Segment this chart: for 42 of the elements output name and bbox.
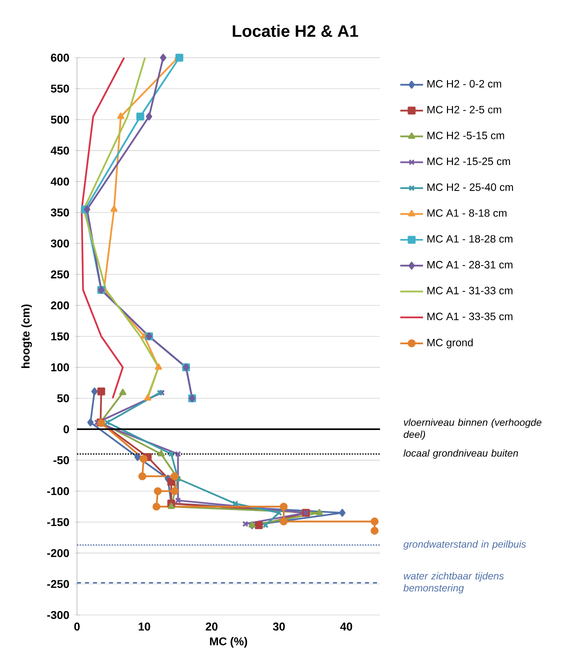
legend-label: MC H2 -5-15 cm — [427, 132, 504, 140]
y-tick-label: 0 — [64, 425, 69, 434]
x-axis-title: MC (%) — [210, 637, 248, 648]
y-tick-label: 150 — [51, 332, 69, 340]
y-tick-label: 250 — [50, 270, 69, 278]
y-tick-label: 350 — [50, 208, 69, 217]
y-tick-label: -100 — [47, 487, 69, 496]
ref-line-label: locaal grondniveau buiten — [404, 449, 518, 459]
x-tick-label: 30 — [272, 622, 285, 631]
legend-label: MC grond — [427, 338, 473, 348]
y-tick-label: 600 — [50, 54, 69, 62]
legend-label: MC A1 - 28-31 cm — [427, 260, 512, 268]
legend-label: MC H2 - 25-40 cm — [427, 183, 513, 191]
x-tick-label: 0 — [74, 622, 80, 631]
legend-label: MC A1 - 31-33 cm — [427, 286, 512, 294]
y-tick-label: 300 — [50, 239, 69, 248]
y-tick-label: -50 — [54, 456, 69, 464]
legend-label: MC H2 - 2-5 cm — [427, 106, 502, 114]
y-tick-label: 200 — [50, 301, 69, 310]
x-tick-label: 20 — [206, 622, 218, 631]
legend-label: MC A1 - 8-18 cm — [427, 209, 506, 217]
x-tick-label: 10 — [138, 622, 150, 631]
ref-line-label: water zichtbaar tijdens bemonstering — [404, 572, 504, 594]
y-tick-label: -200 — [47, 549, 69, 558]
legend-label: MC H2 - 0-2 cm — [427, 80, 502, 88]
legend-label: MC A1 - 33-35 cm — [427, 312, 512, 320]
y-axis-title: hoogte (cm) — [21, 304, 32, 368]
legend-label: MC A1 - 18-28 cm — [427, 235, 512, 243]
legend-label: MC H2 -15-25 cm — [427, 158, 510, 166]
ref-line-label: vloerniveau binnen (verhoogde deel) — [404, 418, 542, 440]
y-tick-label: 50 — [57, 394, 69, 402]
y-tick-label: 550 — [50, 84, 69, 93]
y-tick-label: 450 — [50, 146, 69, 155]
ref-line-label: grondwaterstand in peilbuis — [403, 540, 526, 550]
y-tick-label: -150 — [47, 518, 69, 526]
y-tick-label: -250 — [47, 580, 69, 588]
chart-title: Locatie H2 & A1 — [232, 24, 358, 37]
x-tick-label: 40 — [340, 622, 352, 631]
y-tick-label: -300 — [47, 610, 69, 620]
y-tick-label: 500 — [50, 116, 69, 124]
y-tick-label: 400 — [50, 178, 69, 186]
y-tick-label: 100 — [51, 363, 69, 372]
